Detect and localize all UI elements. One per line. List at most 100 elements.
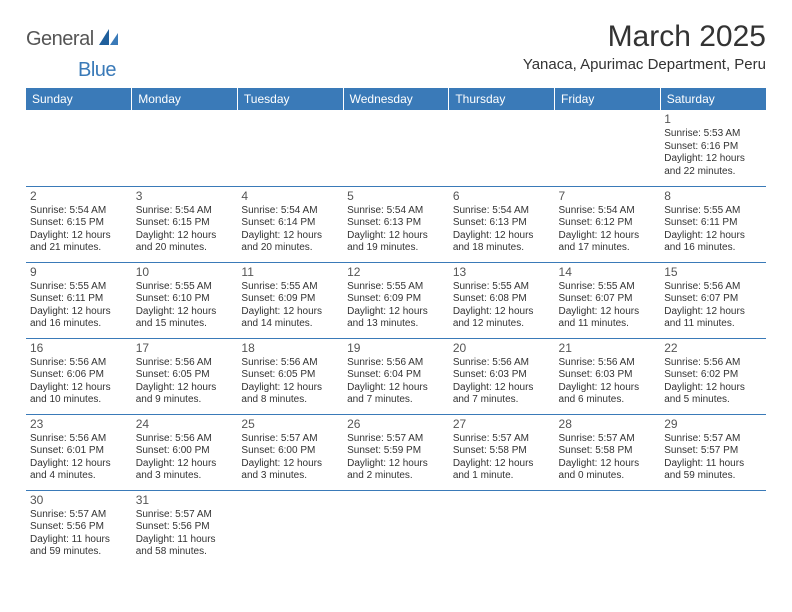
calendar-empty-cell — [237, 110, 343, 186]
day-header: Wednesday — [343, 88, 449, 110]
day-number: 25 — [241, 417, 339, 432]
daylight-line: Daylight: 12 hours and 5 minutes. — [664, 382, 762, 407]
daylight-line: Daylight: 12 hours and 3 minutes. — [241, 458, 339, 483]
daylight-line: Daylight: 12 hours and 16 minutes. — [30, 306, 128, 331]
day-number: 6 — [453, 189, 551, 204]
day-header: Tuesday — [237, 88, 343, 110]
daylight-line: Daylight: 12 hours and 15 minutes. — [136, 306, 234, 331]
calendar-day-cell: 2Sunrise: 5:54 AMSunset: 6:15 PMDaylight… — [26, 186, 132, 262]
calendar-day-cell: 9Sunrise: 5:55 AMSunset: 6:11 PMDaylight… — [26, 262, 132, 338]
calendar-empty-cell — [449, 110, 555, 186]
day-number: 15 — [664, 265, 762, 280]
calendar-table: SundayMondayTuesdayWednesdayThursdayFrid… — [26, 88, 766, 566]
calendar-header-row: SundayMondayTuesdayWednesdayThursdayFrid… — [26, 88, 766, 110]
daylight-line: Daylight: 12 hours and 10 minutes. — [30, 382, 128, 407]
sunset-line: Sunset: 6:12 PM — [559, 217, 657, 230]
day-header: Monday — [132, 88, 238, 110]
sunset-line: Sunset: 6:07 PM — [559, 293, 657, 306]
calendar-week-row: 2Sunrise: 5:54 AMSunset: 6:15 PMDaylight… — [26, 186, 766, 262]
sunrise-line: Sunrise: 5:55 AM — [136, 281, 234, 294]
day-number: 12 — [347, 265, 445, 280]
sunrise-line: Sunrise: 5:56 AM — [453, 357, 551, 370]
day-number: 14 — [559, 265, 657, 280]
daylight-line: Daylight: 12 hours and 9 minutes. — [136, 382, 234, 407]
calendar-day-cell: 14Sunrise: 5:55 AMSunset: 6:07 PMDayligh… — [555, 262, 661, 338]
day-number: 7 — [559, 189, 657, 204]
day-number: 29 — [664, 417, 762, 432]
calendar-day-cell: 5Sunrise: 5:54 AMSunset: 6:13 PMDaylight… — [343, 186, 449, 262]
sunrise-line: Sunrise: 5:56 AM — [241, 357, 339, 370]
daylight-line: Daylight: 12 hours and 4 minutes. — [30, 458, 128, 483]
day-number: 5 — [347, 189, 445, 204]
calendar-day-cell: 25Sunrise: 5:57 AMSunset: 6:00 PMDayligh… — [237, 414, 343, 490]
sunset-line: Sunset: 6:15 PM — [30, 217, 128, 230]
daylight-line: Daylight: 12 hours and 1 minute. — [453, 458, 551, 483]
calendar-week-row: 16Sunrise: 5:56 AMSunset: 6:06 PMDayligh… — [26, 338, 766, 414]
sunset-line: Sunset: 6:03 PM — [559, 369, 657, 382]
daylight-line: Daylight: 12 hours and 17 minutes. — [559, 230, 657, 255]
daylight-line: Daylight: 12 hours and 11 minutes. — [664, 306, 762, 331]
sunrise-line: Sunrise: 5:54 AM — [453, 205, 551, 218]
calendar-day-cell: 11Sunrise: 5:55 AMSunset: 6:09 PMDayligh… — [237, 262, 343, 338]
calendar-empty-cell — [555, 110, 661, 186]
daylight-line: Daylight: 12 hours and 14 minutes. — [241, 306, 339, 331]
sunrise-line: Sunrise: 5:56 AM — [347, 357, 445, 370]
calendar-day-cell: 23Sunrise: 5:56 AMSunset: 6:01 PMDayligh… — [26, 414, 132, 490]
day-number: 1 — [664, 112, 762, 127]
sunrise-line: Sunrise: 5:57 AM — [241, 433, 339, 446]
calendar-day-cell: 4Sunrise: 5:54 AMSunset: 6:14 PMDaylight… — [237, 186, 343, 262]
sunset-line: Sunset: 6:01 PM — [30, 445, 128, 458]
sunrise-line: Sunrise: 5:57 AM — [347, 433, 445, 446]
calendar-day-cell: 20Sunrise: 5:56 AMSunset: 6:03 PMDayligh… — [449, 338, 555, 414]
sunset-line: Sunset: 5:58 PM — [453, 445, 551, 458]
calendar-day-cell: 28Sunrise: 5:57 AMSunset: 5:58 PMDayligh… — [555, 414, 661, 490]
sunset-line: Sunset: 6:05 PM — [241, 369, 339, 382]
sunset-line: Sunset: 5:58 PM — [559, 445, 657, 458]
daylight-line: Daylight: 12 hours and 13 minutes. — [347, 306, 445, 331]
month-title: March 2025 — [523, 20, 766, 54]
day-number: 26 — [347, 417, 445, 432]
sunrise-line: Sunrise: 5:54 AM — [30, 205, 128, 218]
daylight-line: Daylight: 12 hours and 18 minutes. — [453, 230, 551, 255]
sunset-line: Sunset: 6:11 PM — [664, 217, 762, 230]
daylight-line: Daylight: 12 hours and 16 minutes. — [664, 230, 762, 255]
daylight-line: Daylight: 12 hours and 2 minutes. — [347, 458, 445, 483]
day-number: 27 — [453, 417, 551, 432]
calendar-empty-cell — [132, 110, 238, 186]
day-number: 22 — [664, 341, 762, 356]
sunrise-line: Sunrise: 5:55 AM — [241, 281, 339, 294]
day-number: 21 — [559, 341, 657, 356]
daylight-line: Daylight: 11 hours and 59 minutes. — [30, 534, 128, 559]
calendar-week-row: 9Sunrise: 5:55 AMSunset: 6:11 PMDaylight… — [26, 262, 766, 338]
calendar-week-row: 1Sunrise: 5:53 AMSunset: 6:16 PMDaylight… — [26, 110, 766, 186]
sunset-line: Sunset: 6:11 PM — [30, 293, 128, 306]
sunrise-line: Sunrise: 5:56 AM — [30, 433, 128, 446]
calendar-day-cell: 3Sunrise: 5:54 AMSunset: 6:15 PMDaylight… — [132, 186, 238, 262]
calendar-day-cell: 13Sunrise: 5:55 AMSunset: 6:08 PMDayligh… — [449, 262, 555, 338]
sunset-line: Sunset: 6:00 PM — [241, 445, 339, 458]
calendar-day-cell: 17Sunrise: 5:56 AMSunset: 6:05 PMDayligh… — [132, 338, 238, 414]
calendar-day-cell: 26Sunrise: 5:57 AMSunset: 5:59 PMDayligh… — [343, 414, 449, 490]
calendar-empty-cell — [237, 490, 343, 566]
sunrise-line: Sunrise: 5:56 AM — [664, 281, 762, 294]
daylight-line: Daylight: 12 hours and 22 minutes. — [664, 153, 762, 178]
calendar-day-cell: 6Sunrise: 5:54 AMSunset: 6:13 PMDaylight… — [449, 186, 555, 262]
daylight-line: Daylight: 12 hours and 21 minutes. — [30, 230, 128, 255]
sunrise-line: Sunrise: 5:56 AM — [136, 433, 234, 446]
day-header: Thursday — [449, 88, 555, 110]
day-number: 3 — [136, 189, 234, 204]
calendar-day-cell: 24Sunrise: 5:56 AMSunset: 6:00 PMDayligh… — [132, 414, 238, 490]
day-header: Sunday — [26, 88, 132, 110]
calendar-day-cell: 16Sunrise: 5:56 AMSunset: 6:06 PMDayligh… — [26, 338, 132, 414]
sunset-line: Sunset: 5:56 PM — [30, 521, 128, 534]
daylight-line: Daylight: 11 hours and 59 minutes. — [664, 458, 762, 483]
sunset-line: Sunset: 6:09 PM — [241, 293, 339, 306]
logo-text-blue: Blue — [78, 59, 116, 81]
day-number: 4 — [241, 189, 339, 204]
sunset-line: Sunset: 6:05 PM — [136, 369, 234, 382]
sunset-line: Sunset: 6:03 PM — [453, 369, 551, 382]
sunrise-line: Sunrise: 5:56 AM — [664, 357, 762, 370]
sunrise-line: Sunrise: 5:57 AM — [559, 433, 657, 446]
daylight-line: Daylight: 12 hours and 12 minutes. — [453, 306, 551, 331]
day-number: 2 — [30, 189, 128, 204]
